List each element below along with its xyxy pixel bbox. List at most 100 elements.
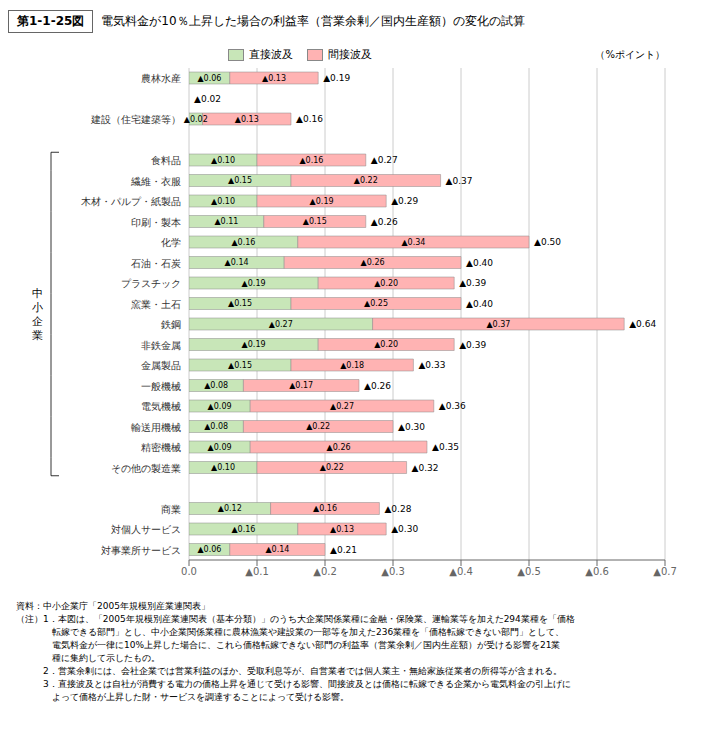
svg-text:精密機械: 精密機械 <box>141 442 181 453</box>
svg-text:建設（住宅建築等）: 建設（住宅建築等） <box>90 114 181 125</box>
svg-text:▲0.10: ▲0.10 <box>211 197 235 206</box>
svg-text:▲0.11: ▲0.11 <box>214 217 238 226</box>
svg-text:▲0.15: ▲0.15 <box>228 176 252 185</box>
svg-text:▲0.19: ▲0.19 <box>242 279 266 288</box>
svg-text:▲0.40: ▲0.40 <box>466 258 493 268</box>
svg-text:繊維・衣服: 繊維・衣服 <box>130 176 181 187</box>
svg-text:▲0.27: ▲0.27 <box>330 402 354 411</box>
svg-text:▲0.21: ▲0.21 <box>330 545 357 555</box>
svg-text:▲0.1: ▲0.1 <box>245 566 269 577</box>
svg-text:▲0.37: ▲0.37 <box>446 176 473 186</box>
html-text:第1-1-25図: 第1-1-25図 <box>17 13 85 28</box>
svg-text:▲0.16: ▲0.16 <box>299 156 323 165</box>
svg-text:▲0.06: ▲0.06 <box>197 74 221 83</box>
svg-text:石油・石炭: 石油・石炭 <box>131 258 181 269</box>
svg-text:▲0.39: ▲0.39 <box>459 340 486 350</box>
svg-text:▲0.30: ▲0.30 <box>398 422 425 432</box>
svg-text:▲0.25: ▲0.25 <box>364 299 388 308</box>
svg-text:▲0.13: ▲0.13 <box>262 74 286 83</box>
svg-text:▲0.22: ▲0.22 <box>320 463 344 472</box>
svg-text:▲0.64: ▲0.64 <box>629 319 656 329</box>
svg-text:▲0.18: ▲0.18 <box>340 361 364 370</box>
svg-text:▲0.6: ▲0.6 <box>585 566 609 577</box>
svg-text:▲0.20: ▲0.20 <box>374 279 398 288</box>
svg-text:▲0.40: ▲0.40 <box>466 299 493 309</box>
svg-text:▲0.10: ▲0.10 <box>211 463 235 472</box>
svg-text:▲0.17: ▲0.17 <box>289 381 313 390</box>
svg-text:▲0.13: ▲0.13 <box>235 115 259 124</box>
svg-text:▲0.2: ▲0.2 <box>313 566 337 577</box>
svg-text:▲0.26: ▲0.26 <box>361 258 385 267</box>
svg-text:▲0.08: ▲0.08 <box>204 422 228 431</box>
svg-text:▲0.33: ▲0.33 <box>418 360 445 370</box>
svg-text:中小企業: 中小企業 <box>32 287 43 342</box>
html-text:電気料金が10％上昇した場合の利益率（営業余剰／国内生産額）: 電気料金が10％上昇した場合の利益率（営業余剰／国内生産額）の変化の試算 <box>101 13 525 28</box>
svg-text:▲0.19: ▲0.19 <box>323 73 350 83</box>
svg-text:▲0.15: ▲0.15 <box>303 217 327 226</box>
svg-text:▲0.26: ▲0.26 <box>371 217 398 227</box>
svg-text:▲0.37: ▲0.37 <box>486 320 510 329</box>
svg-text:▲0.26: ▲0.26 <box>327 443 351 452</box>
svg-text:▲0.19: ▲0.19 <box>242 340 266 349</box>
svg-text:その他の製造業: その他の製造業 <box>111 463 181 474</box>
svg-text:対事業所サービス: 対事業所サービス <box>101 545 181 556</box>
svg-text:農林水産: 農林水産 <box>141 73 181 84</box>
svg-text:▲0.39: ▲0.39 <box>459 278 486 288</box>
svg-text:▲0.35: ▲0.35 <box>432 442 459 452</box>
svg-text:▲0.50: ▲0.50 <box>534 237 561 247</box>
html-text:転嫁できる部門」とし、中小企業関係業種に農林漁業や建設業の一: 転嫁できる部門」とし、中小企業関係業種に農林漁業や建設業の一部等を加えた236業… <box>16 627 565 638</box>
svg-text:▲0.16: ▲0.16 <box>231 238 255 247</box>
svg-text:一般機械: 一般機械 <box>141 381 181 392</box>
svg-text:▲0.22: ▲0.22 <box>354 176 378 185</box>
html-text:（%ポイント）: （%ポイント） <box>595 49 665 60</box>
svg-text:▲0.15: ▲0.15 <box>228 361 252 370</box>
svg-text:▲0.34: ▲0.34 <box>401 238 425 247</box>
svg-text:▲0.3: ▲0.3 <box>381 566 405 577</box>
svg-text:化学: 化学 <box>161 237 181 248</box>
svg-text:商業: 商業 <box>161 504 181 515</box>
svg-text:▲0.15: ▲0.15 <box>228 299 252 308</box>
svg-text:0.0: 0.0 <box>181 566 197 577</box>
svg-text:電気機械: 電気機械 <box>141 401 181 412</box>
svg-text:▲0.06: ▲0.06 <box>197 545 221 554</box>
svg-text:▲0.7: ▲0.7 <box>653 566 677 577</box>
svg-text:▲0.27: ▲0.27 <box>371 155 398 165</box>
svg-text:▲0.5: ▲0.5 <box>517 566 541 577</box>
svg-text:▲0.16: ▲0.16 <box>313 504 337 513</box>
svg-text:▲0.22: ▲0.22 <box>306 422 330 431</box>
svg-text:▲0.32: ▲0.32 <box>412 463 439 473</box>
svg-text:▲0.26: ▲0.26 <box>364 381 391 391</box>
svg-text:食料品: 食料品 <box>151 155 181 166</box>
html-text:間接波及: 間接波及 <box>328 48 372 61</box>
svg-text:窯業・土石: 窯業・土石 <box>131 299 181 310</box>
svg-text:▲0.14: ▲0.14 <box>225 258 249 267</box>
svg-text:▲0.27: ▲0.27 <box>269 320 293 329</box>
svg-text:▲0.08: ▲0.08 <box>204 381 228 390</box>
svg-text:▲0.12: ▲0.12 <box>218 504 242 513</box>
svg-text:印刷・製本: 印刷・製本 <box>131 217 181 228</box>
svg-text:金属製品: 金属製品 <box>141 360 181 371</box>
svg-text:▲0.36: ▲0.36 <box>439 401 466 411</box>
svg-text:▲0.20: ▲0.20 <box>374 340 398 349</box>
svg-text:鉄鋼: 鉄鋼 <box>161 319 181 330</box>
svg-text:▲0.16: ▲0.16 <box>296 114 323 124</box>
svg-text:▲0.16: ▲0.16 <box>231 525 255 534</box>
svg-text:▲0.09: ▲0.09 <box>208 443 232 452</box>
svg-text:輸送用機械: 輸送用機械 <box>131 422 181 433</box>
svg-text:▲0.28: ▲0.28 <box>384 504 411 514</box>
svg-text:非鉄金属: 非鉄金属 <box>141 340 181 351</box>
svg-text:▲0.02: ▲0.02 <box>194 94 221 104</box>
svg-text:▲0.02: ▲0.02 <box>184 115 208 124</box>
html-text:直接波及: 直接波及 <box>249 48 293 61</box>
svg-text:▲0.10: ▲0.10 <box>211 156 235 165</box>
svg-text:▲0.19: ▲0.19 <box>310 197 334 206</box>
svg-text:▲0.29: ▲0.29 <box>391 196 418 206</box>
svg-text:木材・パルプ・紙製品: 木材・パルプ・紙製品 <box>81 196 181 207</box>
svg-text:▲0.13: ▲0.13 <box>330 525 354 534</box>
svg-text:プラスチック: プラスチック <box>121 278 181 289</box>
svg-text:▲0.14: ▲0.14 <box>265 545 289 554</box>
svg-text:▲0.09: ▲0.09 <box>208 402 232 411</box>
svg-text:対個人サービス: 対個人サービス <box>111 524 181 535</box>
svg-text:▲0.4: ▲0.4 <box>449 566 473 577</box>
svg-text:▲0.30: ▲0.30 <box>391 524 418 534</box>
